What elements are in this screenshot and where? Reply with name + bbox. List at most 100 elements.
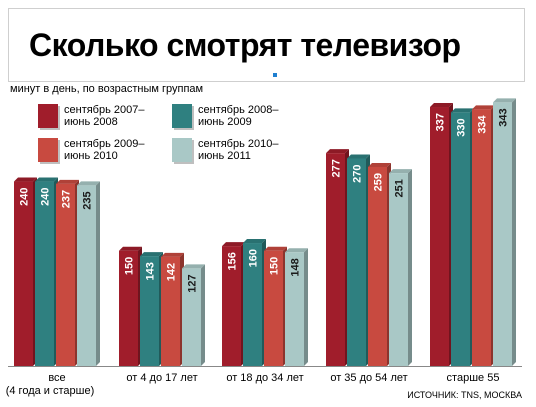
bar-value-label: 251 bbox=[394, 179, 406, 197]
bar-value-label: 334 bbox=[477, 114, 489, 133]
bar-top bbox=[264, 246, 287, 251]
bar-side bbox=[201, 264, 205, 366]
category-label: от 35 до 54 лет bbox=[330, 372, 407, 384]
bar-top bbox=[56, 179, 79, 184]
bar-top bbox=[243, 239, 266, 244]
bar-value-label: 235 bbox=[82, 191, 94, 209]
bar-top bbox=[35, 177, 58, 182]
bar-group-item: 237 bbox=[56, 179, 79, 366]
bar-top bbox=[430, 103, 453, 108]
bar-side bbox=[512, 98, 516, 366]
bar-group-item: 142 bbox=[161, 252, 184, 366]
category-label: старше 55 bbox=[447, 372, 500, 384]
category-label: от 18 до 34 лет bbox=[226, 372, 303, 384]
bar bbox=[451, 112, 470, 367]
bar bbox=[389, 173, 408, 366]
bar bbox=[243, 243, 262, 366]
bar-value-label: 142 bbox=[166, 263, 178, 281]
bar bbox=[472, 109, 491, 367]
chart-subtitle: минут в день, по возрастным группам bbox=[10, 83, 204, 95]
bar-side bbox=[96, 181, 100, 366]
decorative-dot bbox=[273, 73, 277, 77]
bar-value-label: 277 bbox=[331, 159, 343, 177]
bar-top bbox=[389, 169, 412, 174]
bar bbox=[77, 185, 96, 366]
chart-title: Сколько смотрят телевизор bbox=[29, 27, 461, 63]
bar bbox=[264, 250, 283, 366]
bar bbox=[222, 246, 241, 366]
category-label: (4 года и старше) bbox=[6, 385, 95, 397]
category-label: от 4 до 17 лет bbox=[126, 372, 197, 384]
bar-group-item: 240 bbox=[35, 177, 58, 366]
bar-top bbox=[493, 98, 516, 103]
bar-top bbox=[347, 154, 370, 159]
bar-top bbox=[161, 252, 184, 257]
bar-top bbox=[182, 264, 205, 269]
bar-top bbox=[77, 181, 100, 186]
legend-swatch bbox=[172, 138, 192, 162]
legend-item: сентябрь 2010– июнь 2011 bbox=[172, 138, 288, 162]
bar-group-item: 251 bbox=[389, 169, 412, 366]
bar bbox=[430, 107, 449, 366]
bar-value-label: 160 bbox=[248, 249, 260, 267]
bar-group-item: 150 bbox=[119, 246, 142, 366]
bar bbox=[285, 252, 304, 366]
bar-group-item: 330 bbox=[451, 108, 474, 367]
bar bbox=[35, 181, 54, 366]
legend-swatch bbox=[172, 104, 192, 128]
bar-top bbox=[14, 177, 37, 182]
legend-swatch bbox=[38, 138, 58, 162]
legend-item: сентябрь 2007– июнь 2008 bbox=[38, 104, 154, 128]
bar-value-label: 330 bbox=[456, 118, 468, 136]
bar-value-label: 237 bbox=[61, 190, 73, 208]
bar-value-label: 143 bbox=[145, 262, 157, 280]
bar-value-label: 343 bbox=[498, 108, 510, 126]
bar-group-item: 334 bbox=[472, 105, 495, 367]
bar-value-label: 127 bbox=[187, 274, 199, 292]
legend-label: сентябрь 2010– июнь 2011 bbox=[198, 138, 279, 162]
bar bbox=[347, 158, 366, 366]
bar-top bbox=[472, 105, 495, 110]
source-note: ИСТОЧНИК: TNS, МОСКВА bbox=[407, 390, 522, 400]
bar-group-item: 240 bbox=[14, 177, 37, 366]
bar-top bbox=[451, 108, 474, 113]
bar-top bbox=[140, 252, 163, 257]
bar-group-item: 150 bbox=[264, 246, 287, 366]
bar-group-item: 160 bbox=[243, 239, 266, 366]
bar bbox=[368, 166, 387, 366]
bar-top bbox=[368, 162, 391, 167]
bar-side bbox=[304, 248, 308, 366]
category-label: все bbox=[48, 372, 65, 384]
bar-group-item: 259 bbox=[368, 162, 391, 366]
legend-swatch bbox=[38, 104, 58, 128]
bar-top bbox=[326, 149, 349, 154]
legend-label: сентябрь 2009– июнь 2010 bbox=[64, 138, 145, 162]
bar-top bbox=[285, 248, 308, 253]
bar bbox=[56, 183, 75, 366]
bar bbox=[182, 268, 201, 366]
legend-label: сентябрь 2007– июнь 2008 bbox=[64, 104, 145, 128]
bar-value-label: 148 bbox=[290, 258, 302, 276]
bar-top bbox=[119, 246, 142, 251]
bar-group-item: 277 bbox=[326, 149, 349, 366]
bar-value-label: 337 bbox=[435, 113, 447, 131]
bar bbox=[119, 250, 138, 366]
bar-group-item: 235 bbox=[77, 181, 100, 366]
bar-value-label: 150 bbox=[124, 257, 136, 275]
bar-value-label: 150 bbox=[269, 257, 281, 275]
legend-item: сентябрь 2009– июнь 2010 bbox=[38, 138, 154, 162]
bar bbox=[493, 102, 512, 366]
bar-group-item: 148 bbox=[285, 248, 308, 366]
title-box: Сколько смотрят телевизор bbox=[8, 8, 525, 82]
legend-label: сентябрь 2008– июнь 2009 bbox=[198, 104, 279, 128]
bar-group-item: 143 bbox=[140, 252, 163, 366]
bar-value-label: 270 bbox=[352, 165, 364, 183]
bar bbox=[14, 181, 33, 366]
bar-value-label: 156 bbox=[227, 252, 239, 270]
bar-group-item: 156 bbox=[222, 242, 245, 366]
bar-group-item: 343 bbox=[493, 98, 516, 366]
legend-item: сентябрь 2008– июнь 2009 bbox=[172, 104, 288, 128]
bar-value-label: 259 bbox=[373, 173, 385, 191]
bar-top bbox=[222, 242, 245, 247]
